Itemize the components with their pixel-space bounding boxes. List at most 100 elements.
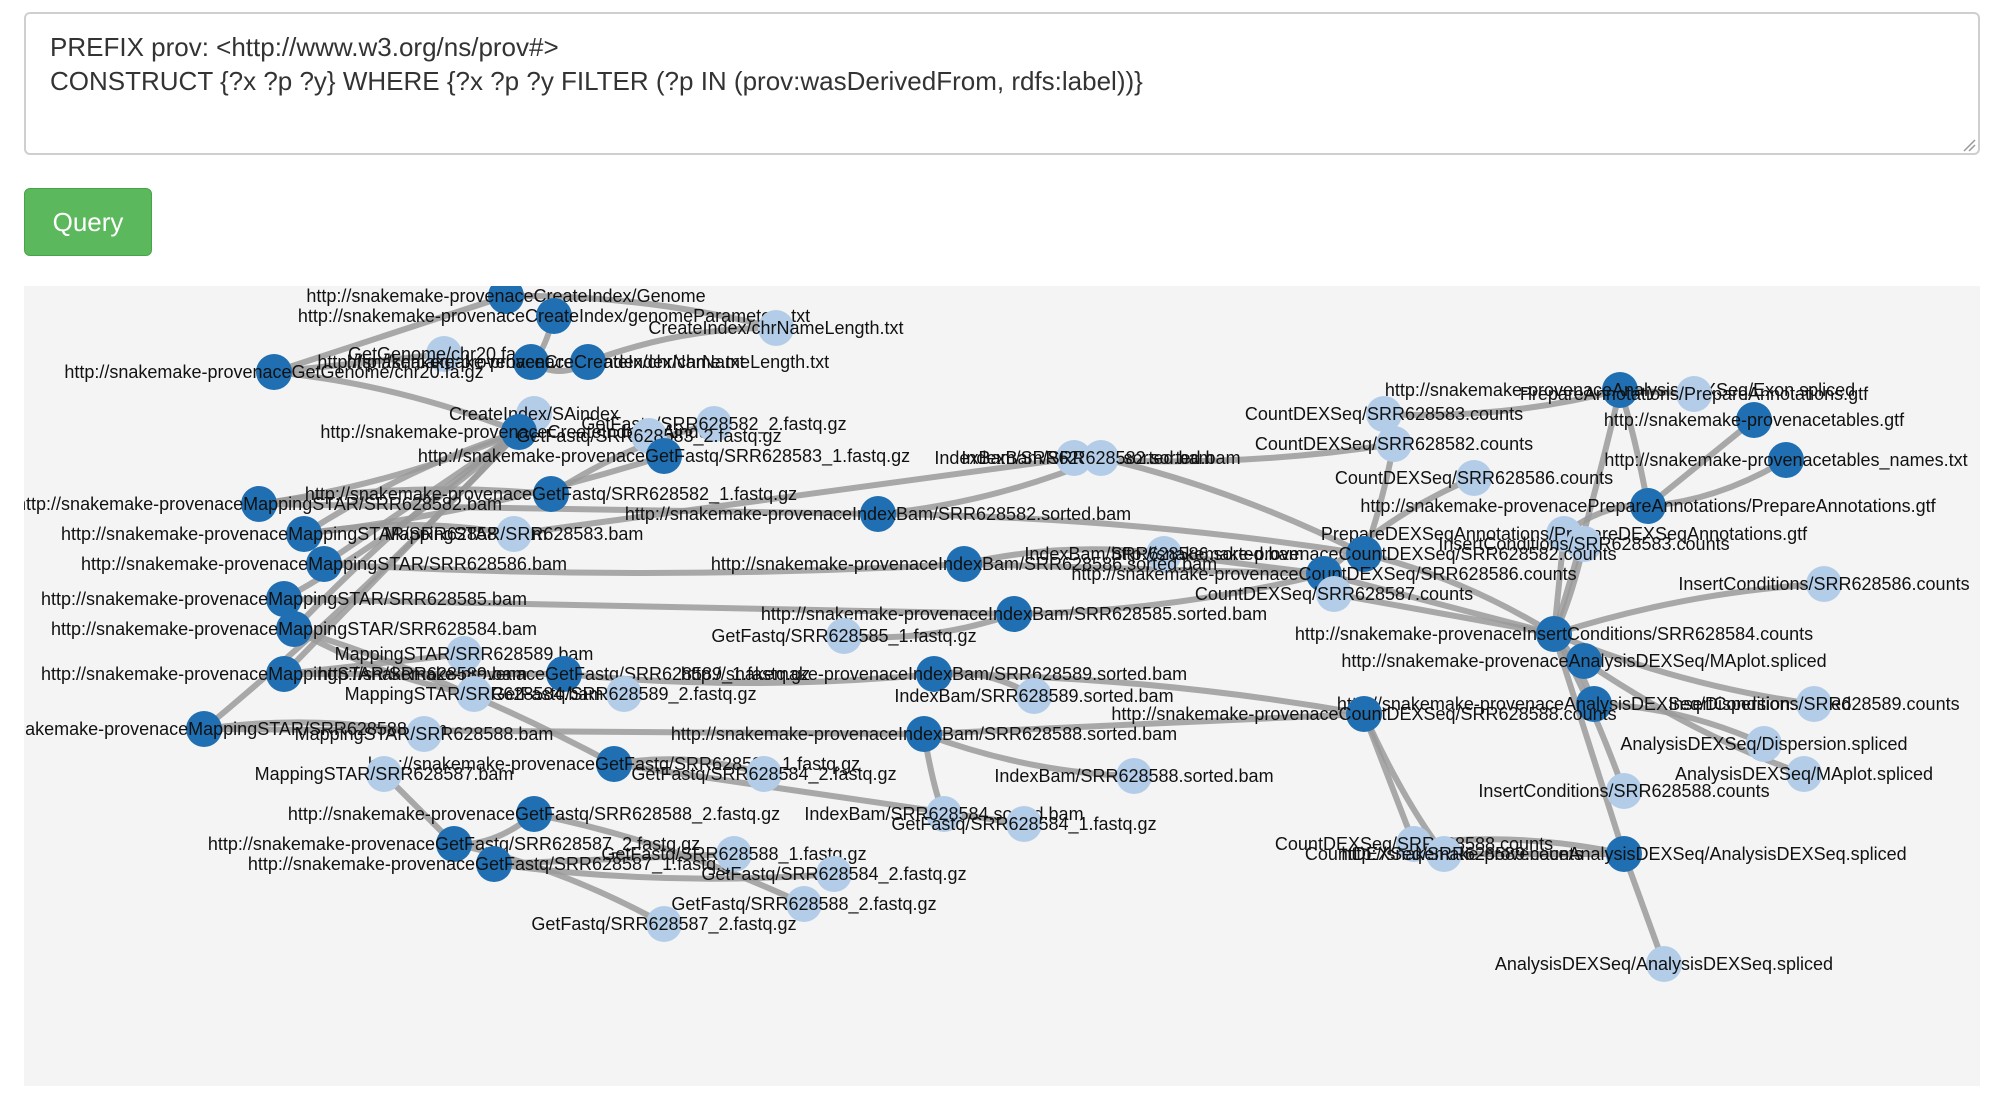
graph-node-circle[interactable] <box>446 636 482 672</box>
graph-node-circle[interactable] <box>1056 440 1092 476</box>
graph-node-literal[interactable]: CountDEXSeq/SRR628583.counts <box>1245 396 1523 432</box>
graph-node-literal[interactable]: IndexBam/SRR628583.sorted.bam <box>934 440 1214 476</box>
graph-node-literal[interactable]: CountDEXSeq/SRR628582.counts <box>1255 426 1533 462</box>
graph-node-circle[interactable] <box>406 716 442 752</box>
graph-node-circle[interactable] <box>1006 806 1042 842</box>
graph-node-circle[interactable] <box>256 354 292 390</box>
graph-node-circle[interactable] <box>1768 442 1804 478</box>
graph-node-circle[interactable] <box>1366 396 1402 432</box>
graph-node-uri[interactable]: http://snakemake-provenaceIndexBam/SRR62… <box>625 496 1131 532</box>
graph-node-uri[interactable]: http://snakemake-provenaceInsertConditio… <box>1295 616 1813 652</box>
graph-node-uri[interactable]: http://snakemake-provenaceGetFastq/SRR62… <box>318 656 810 692</box>
graph-node-circle[interactable] <box>816 856 852 892</box>
graph-node-uri[interactable]: http://snakemake-provenaceMappingSTAR/SR… <box>51 611 537 647</box>
graph-node-circle[interactable] <box>916 656 952 692</box>
graph-node-circle[interactable] <box>1346 696 1382 732</box>
graph-node-circle[interactable] <box>1566 526 1602 562</box>
graph-node-circle[interactable] <box>1566 643 1602 679</box>
graph-node-circle[interactable] <box>1786 756 1822 792</box>
graph-node-circle[interactable] <box>1016 678 1052 714</box>
query-button[interactable]: Query <box>24 188 152 256</box>
graph-node-uri[interactable]: http://snakemake-provenaceMappingSTAR/SR… <box>61 516 547 552</box>
graph-node-uri[interactable]: http://snakemake-provenaceCreateIndex/SA… <box>320 414 718 450</box>
graph-node-literal[interactable]: MappingSTAR/SRR628583.bam <box>385 516 644 552</box>
graph-node-literal[interactable]: GetFastq/SRR628584_2.fastq.gz <box>701 856 967 892</box>
graph-node-literal[interactable]: IndexBam/SRR628582.sorted.bam <box>961 440 1241 476</box>
graph-node-literal[interactable]: GetGenome/chr20.fa.gz <box>348 336 540 372</box>
graph-node-circle[interactable] <box>488 286 524 314</box>
graph-node-circle[interactable] <box>596 746 632 782</box>
graph-node-literal[interactable]: GetFastq/SRR628587_2.fastq.gz <box>531 906 797 942</box>
rdf-graph-canvas[interactable]: http://snakemake-provenaceCreateIndex/Ge… <box>24 286 1980 1086</box>
graph-node-uri[interactable]: http://snakemake-provenaceCreateIndex/ch… <box>347 344 829 380</box>
graph-node-circle[interactable] <box>696 406 732 442</box>
graph-node-circle[interactable] <box>426 336 462 372</box>
graph-node-circle[interactable] <box>516 796 552 832</box>
graph-node-circle[interactable] <box>1536 616 1572 652</box>
graph-node-literal[interactable]: AnalysisDEXSeq/MAplot.spliced <box>1675 756 1933 792</box>
graph-node-uri[interactable]: http://snakemake-provenaceCountDEXSeq/SR… <box>1111 536 1617 572</box>
graph-node-circle[interactable] <box>1606 773 1642 809</box>
sparql-query-input[interactable]: PREFIX prov: <http://www.w3.org/ns/prov#… <box>24 12 1980 155</box>
graph-node-literal[interactable]: CountDEXSeq/SRR628589.counts <box>1305 836 1583 872</box>
graph-node-uri[interactable]: http://snakemake-provenacetables_names.t… <box>1604 442 1968 478</box>
graph-node-circle[interactable] <box>1146 536 1182 572</box>
graph-node-uri[interactable]: http://snakemake-provenaceGetFastq/SRR62… <box>208 826 700 862</box>
graph-node-circle[interactable] <box>456 676 492 712</box>
graph-node-circle[interactable] <box>1736 402 1772 438</box>
graph-node-circle[interactable] <box>1426 836 1462 872</box>
graph-node-circle[interactable] <box>646 438 682 474</box>
graph-node-circle[interactable] <box>926 796 962 832</box>
graph-node-circle[interactable] <box>1676 376 1712 412</box>
graph-node-circle[interactable] <box>1456 460 1492 496</box>
graph-node-circle[interactable] <box>1646 946 1682 982</box>
graph-node-circle[interactable] <box>996 596 1032 632</box>
graph-node-uri[interactable]: http://snakemake-provenaceAnalysisDEXSeq… <box>1341 643 1827 679</box>
graph-node-circle[interactable] <box>1116 758 1152 794</box>
graph-node-uri[interactable]: http://snakemake-provenaceGetFastq/SRR62… <box>248 846 740 882</box>
graph-node-uri[interactable]: http://snakemake-provenaceMappingSTAR/SR… <box>41 581 527 617</box>
graph-node-circle[interactable] <box>946 546 982 582</box>
graph-node-circle[interactable] <box>758 310 794 346</box>
graph-node-uri[interactable]: http://snakemake-provenaceGetFastq/SRR62… <box>288 796 780 832</box>
graph-node-circle[interactable] <box>716 836 752 872</box>
graph-node-circle[interactable] <box>476 846 512 882</box>
graph-node-circle[interactable] <box>366 756 402 792</box>
graph-node-circle[interactable] <box>606 676 642 712</box>
graph-node-circle[interactable] <box>1396 826 1432 862</box>
graph-node-circle[interactable] <box>513 344 549 380</box>
graph-node-circle[interactable] <box>906 716 942 752</box>
graph-node-circle[interactable] <box>826 618 862 654</box>
graph-node-literal[interactable]: GetFastq/SRR628585_1.fastq.gz <box>711 618 977 654</box>
graph-node-circle[interactable] <box>1346 536 1382 572</box>
graph-node-uri[interactable]: http://snakemake-provenaceCreateIndex/ge… <box>298 298 810 334</box>
graph-node-uri[interactable]: http://snakemake-provenaceGetFastq/SRR62… <box>305 476 797 512</box>
graph-node-circle[interactable] <box>186 711 222 747</box>
graph-node-literal[interactable]: GetFastq/SRR628588_2.fastq.gz <box>671 886 937 922</box>
graph-node-literal[interactable]: InsertConditions/SRR628586.counts <box>1678 566 1970 602</box>
graph-node-literal[interactable]: InsertConditions/SRR628588.counts <box>1478 773 1770 809</box>
graph-node-literal[interactable]: InsertConditions/SRR628583.counts <box>1438 526 1730 562</box>
graph-node-circle[interactable] <box>536 298 572 334</box>
graph-node-literal[interactable]: AnalysisDEXSeq/AnalysisDEXSeq.spliced <box>1495 946 1833 982</box>
graph-node-uri[interactable]: http://snakemake-provenaceGetGenome/chr2… <box>64 354 484 390</box>
graph-node-circle[interactable] <box>786 886 822 922</box>
graph-node-circle[interactable] <box>1796 686 1832 722</box>
graph-node-uri[interactable]: http://snakemake-provenaceGetFastq/SRR62… <box>368 746 860 782</box>
graph-node-circle[interactable] <box>1576 686 1612 722</box>
graph-node-circle[interactable] <box>1316 576 1352 612</box>
graph-node-circle[interactable] <box>286 516 322 552</box>
graph-node-literal[interactable]: GetFastq/SRR628584_2.fastq.gz <box>631 756 897 792</box>
graph-node-literal[interactable]: MappingSTAR/SRR628589.bam <box>335 636 594 672</box>
graph-node-uri[interactable]: http://snakemake-provenaceAnalysisDEXSeq… <box>1337 686 1851 722</box>
graph-node-literal[interactable]: CountDEXSeq/SRR628586.counts <box>1335 460 1613 496</box>
graph-node-circle[interactable] <box>266 581 302 617</box>
graph-node-circle[interactable] <box>1602 372 1638 408</box>
graph-node-uri[interactable]: http://snakemake-provenaceGetFastq/SRR62… <box>418 438 910 474</box>
graph-node-literal[interactable]: MappingSTAR/SRR628588.bam <box>295 716 554 752</box>
graph-node-circle[interactable] <box>1606 836 1642 872</box>
graph-node-uri[interactable]: http://snakemake-provenaceIndexBam/SRR62… <box>671 716 1177 752</box>
graph-node-circle[interactable] <box>496 516 532 552</box>
graph-node-circle[interactable] <box>306 546 342 582</box>
graph-node-literal[interactable]: CreateIndex/chrNameLength.txt <box>648 310 904 346</box>
